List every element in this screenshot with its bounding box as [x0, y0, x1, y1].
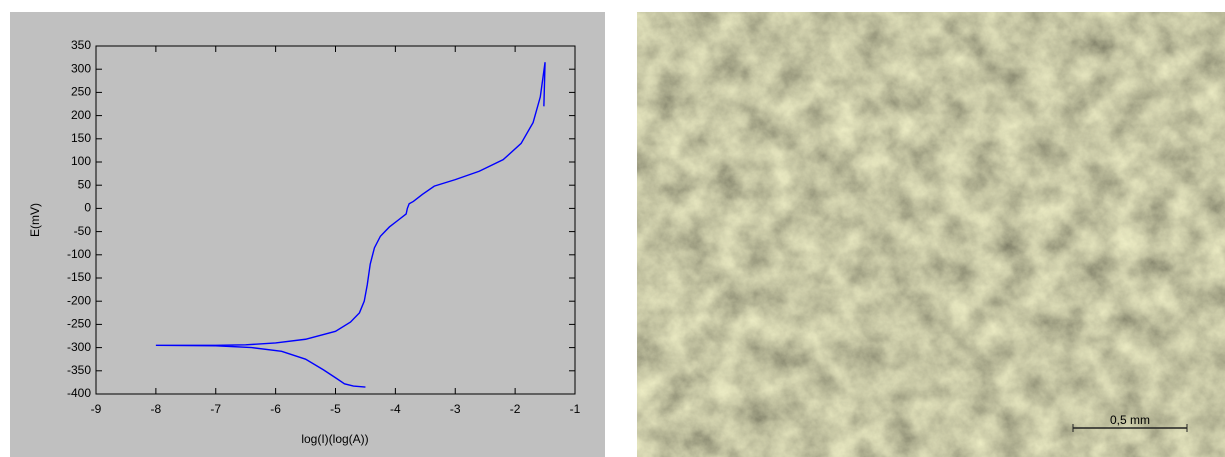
- y-tick-label: 200: [71, 108, 91, 122]
- x-tick-label: -1: [570, 402, 581, 416]
- data-line: [155, 62, 546, 388]
- y-tick-label: -300: [67, 340, 91, 354]
- x-tick-label: -7: [210, 402, 221, 416]
- x-tick-label: -6: [270, 402, 281, 416]
- y-tick-label: -250: [67, 317, 91, 331]
- y-tick-label: -100: [67, 247, 91, 261]
- y-tick-label: 50: [78, 177, 92, 191]
- y-axis-label: E(mV): [28, 203, 42, 237]
- x-tick-label: -4: [390, 402, 401, 416]
- y-tick-label: -350: [67, 363, 91, 377]
- y-tick-label: 250: [71, 85, 91, 99]
- y-tick-label: -50: [74, 224, 92, 238]
- y-tick-label: 300: [71, 61, 91, 75]
- photo: 0,5 mm: [637, 12, 1225, 457]
- y-tick-label: -200: [67, 293, 91, 307]
- x-tick-label: -5: [330, 402, 341, 416]
- y-tick-label: -150: [67, 270, 91, 284]
- x-tick-label: -8: [151, 402, 162, 416]
- y-tick-label: 0: [84, 201, 91, 215]
- y-tick-label: 150: [71, 131, 91, 145]
- scale-bar-label: 0,5 mm: [1110, 413, 1150, 427]
- y-tick-label: 350: [71, 38, 91, 52]
- x-tick-label: -3: [450, 402, 461, 416]
- y-tick-label: 100: [71, 154, 91, 168]
- chart-background: [10, 12, 605, 457]
- y-tick-label: -400: [67, 386, 91, 400]
- x-axis-label: log(I)(log(A)): [301, 432, 368, 446]
- x-tick-label: -2: [510, 402, 521, 416]
- x-tick-label: -9: [91, 402, 102, 416]
- photo-texture: [637, 12, 1225, 457]
